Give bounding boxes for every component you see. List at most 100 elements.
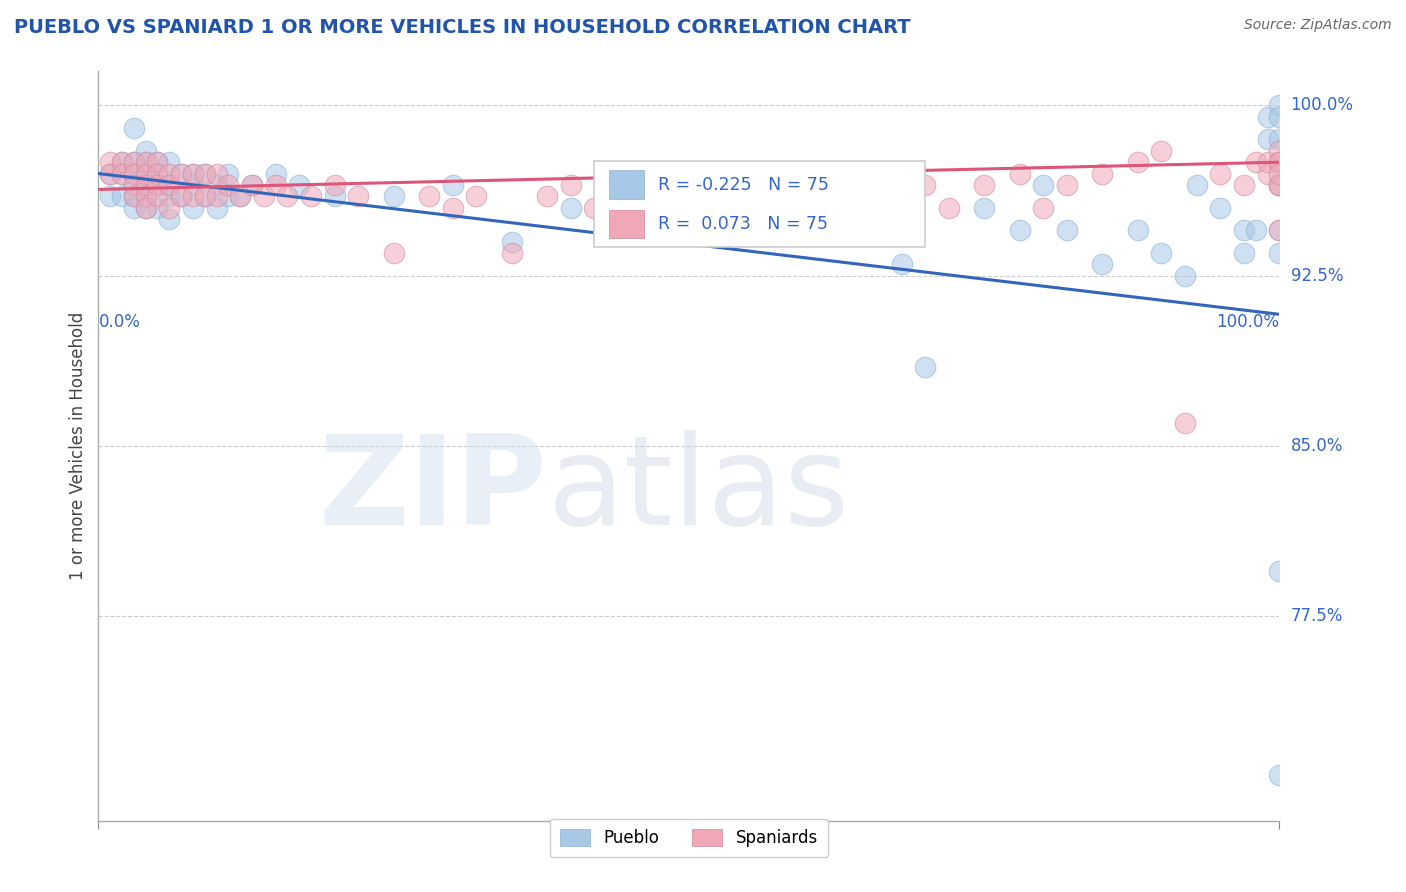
- Point: [737, 189, 759, 203]
- Point: [1268, 246, 1291, 260]
- Point: [146, 178, 169, 192]
- Point: [654, 189, 676, 203]
- Point: [122, 178, 145, 192]
- Point: [1209, 201, 1232, 215]
- Point: [1268, 564, 1291, 578]
- Point: [194, 189, 217, 203]
- Point: [217, 178, 239, 192]
- Point: [217, 167, 239, 181]
- Point: [205, 178, 228, 192]
- Point: [111, 167, 134, 181]
- Point: [1150, 144, 1173, 158]
- Point: [323, 178, 346, 192]
- Point: [583, 201, 606, 215]
- Point: [441, 178, 464, 192]
- Point: [135, 155, 157, 169]
- Point: [122, 201, 145, 215]
- Point: [181, 189, 204, 203]
- Point: [1268, 223, 1291, 237]
- Point: [1244, 155, 1267, 169]
- Point: [170, 167, 193, 181]
- Point: [1233, 178, 1256, 192]
- Text: ZIP: ZIP: [319, 431, 547, 551]
- Text: atlas: atlas: [547, 431, 849, 551]
- Point: [111, 155, 134, 169]
- Point: [820, 167, 842, 181]
- Point: [938, 201, 960, 215]
- Text: 85.0%: 85.0%: [1291, 437, 1343, 455]
- Point: [135, 189, 157, 203]
- Point: [1268, 178, 1291, 192]
- Point: [1268, 768, 1291, 782]
- Point: [1268, 223, 1291, 237]
- Point: [890, 257, 912, 271]
- Point: [194, 189, 217, 203]
- Point: [157, 155, 180, 169]
- Text: 100.0%: 100.0%: [1291, 96, 1354, 114]
- Point: [157, 178, 180, 192]
- Point: [170, 167, 193, 181]
- Point: [157, 201, 180, 215]
- Point: [122, 167, 145, 181]
- Point: [501, 235, 523, 249]
- Bar: [609, 210, 644, 238]
- Point: [1268, 155, 1291, 169]
- Point: [122, 155, 145, 169]
- Point: [1032, 178, 1054, 192]
- Point: [619, 178, 641, 192]
- Point: [1209, 167, 1232, 181]
- Point: [181, 167, 204, 181]
- Point: [1233, 246, 1256, 260]
- Point: [157, 189, 180, 203]
- Point: [1268, 155, 1291, 169]
- Point: [170, 189, 193, 203]
- Point: [181, 201, 204, 215]
- Point: [465, 189, 488, 203]
- Point: [276, 189, 298, 203]
- Point: [111, 167, 134, 181]
- Point: [1174, 417, 1197, 431]
- Point: [181, 178, 204, 192]
- Point: [135, 189, 157, 203]
- Point: [501, 246, 523, 260]
- Point: [170, 189, 193, 203]
- Point: [98, 155, 121, 169]
- Point: [678, 223, 700, 237]
- Point: [702, 178, 724, 192]
- Point: [1056, 178, 1078, 192]
- Text: 92.5%: 92.5%: [1291, 267, 1343, 285]
- Point: [382, 246, 405, 260]
- Text: 100.0%: 100.0%: [1216, 313, 1279, 331]
- Point: [253, 189, 276, 203]
- Point: [194, 167, 217, 181]
- Point: [1091, 167, 1114, 181]
- Point: [1244, 223, 1267, 237]
- Point: [240, 178, 263, 192]
- Point: [855, 201, 877, 215]
- Point: [135, 167, 157, 181]
- Point: [146, 155, 169, 169]
- Point: [146, 189, 169, 203]
- Text: R =  0.073   N = 75: R = 0.073 N = 75: [658, 215, 828, 233]
- Point: [347, 189, 370, 203]
- Point: [135, 178, 157, 192]
- Point: [122, 189, 145, 203]
- Point: [157, 211, 180, 226]
- Text: R = -0.225   N = 75: R = -0.225 N = 75: [658, 176, 830, 194]
- Point: [1233, 223, 1256, 237]
- Point: [560, 201, 582, 215]
- Point: [973, 201, 995, 215]
- Point: [1268, 98, 1291, 112]
- Point: [1008, 167, 1031, 181]
- Point: [135, 201, 157, 215]
- Point: [973, 178, 995, 192]
- Point: [1257, 132, 1279, 146]
- Point: [98, 167, 121, 181]
- Point: [122, 155, 145, 169]
- Point: [122, 167, 145, 181]
- Legend: Pueblo, Spaniards: Pueblo, Spaniards: [550, 819, 828, 857]
- Point: [1032, 201, 1054, 215]
- Point: [619, 167, 641, 181]
- Point: [111, 155, 134, 169]
- Point: [1126, 155, 1149, 169]
